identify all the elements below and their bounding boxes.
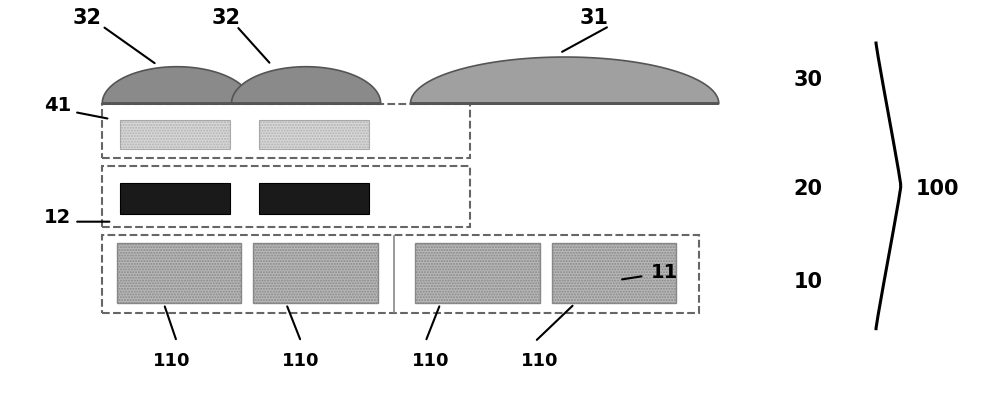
Bar — [117, 243, 241, 303]
Bar — [552, 243, 676, 303]
Text: 10: 10 — [794, 272, 823, 292]
Bar — [120, 183, 230, 214]
Text: 32: 32 — [73, 8, 102, 28]
Text: 41: 41 — [44, 96, 71, 115]
Bar — [259, 183, 369, 214]
Text: 110: 110 — [153, 352, 191, 370]
Text: 110: 110 — [412, 352, 449, 370]
Text: 11: 11 — [650, 263, 678, 281]
Text: 20: 20 — [794, 179, 823, 199]
Bar — [415, 243, 540, 303]
Bar — [117, 243, 241, 303]
Bar — [253, 243, 378, 303]
Polygon shape — [231, 67, 381, 103]
Polygon shape — [102, 67, 251, 103]
Polygon shape — [410, 57, 719, 103]
Text: 32: 32 — [212, 8, 241, 28]
Bar — [120, 120, 230, 149]
Bar — [552, 243, 676, 303]
Bar — [120, 120, 230, 149]
Bar — [253, 243, 378, 303]
Bar — [415, 243, 540, 303]
Text: 30: 30 — [794, 70, 823, 90]
Text: 100: 100 — [916, 179, 959, 199]
Bar — [102, 165, 470, 228]
Bar — [259, 120, 369, 149]
Bar — [102, 103, 470, 158]
Text: 12: 12 — [44, 208, 71, 227]
Bar — [102, 235, 699, 313]
Text: 31: 31 — [580, 8, 609, 28]
Bar — [259, 120, 369, 149]
Text: 110: 110 — [521, 352, 559, 370]
Text: 110: 110 — [282, 352, 320, 370]
